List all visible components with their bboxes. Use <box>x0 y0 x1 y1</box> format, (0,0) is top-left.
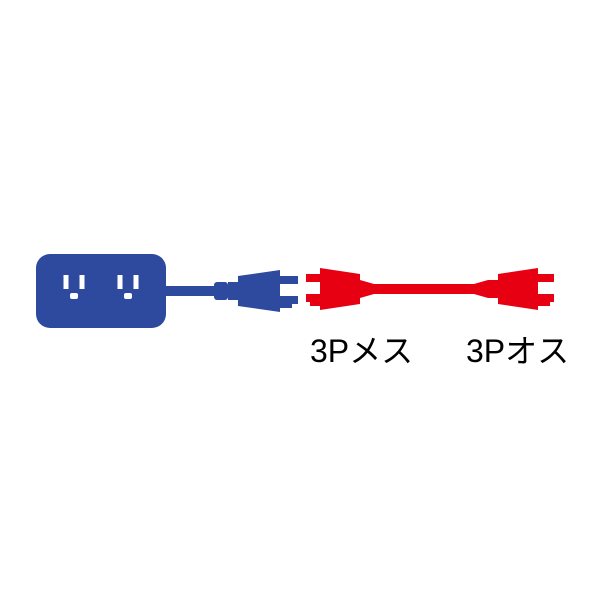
label-3p-male: 3Pオス <box>466 326 569 372</box>
label-3p-female: 3Pメス <box>310 326 413 372</box>
diagram-canvas: 3Pメス 3Pオス <box>0 0 600 600</box>
diagram-svg <box>0 0 600 600</box>
